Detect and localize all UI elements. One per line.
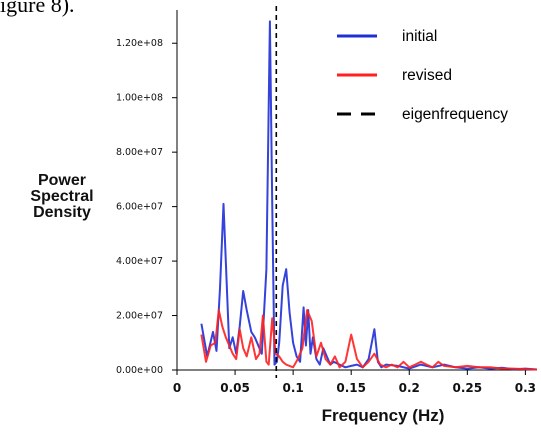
y-axis-label-line: Power [38,172,86,189]
caption-fragment: igure 8). [0,0,75,17]
y-axis-label-line: Spectral [30,188,93,205]
legend-label-revised: revised [402,67,452,84]
x-tick-label: 0.15 [336,381,366,395]
y-tick-label: 1.20e+08 [116,38,163,49]
x-tick-label: 0.2 [399,381,420,395]
y-tick-label: 1.00e+08 [116,93,163,104]
legend-label-initial: initial [402,28,437,45]
x-axis-label: Frequency (Hz) [322,406,445,425]
y-tick-label: 2.00e+07 [116,311,163,322]
y-tick-label: 6.00e+07 [116,202,163,213]
x-tick-label: 0.05 [220,381,250,395]
x-tick-label: 0.1 [282,381,303,395]
y-axis-label-line: Density [33,204,91,221]
y-tick-label: 4.00e+07 [116,256,163,267]
series-line-revised [200,309,538,371]
x-tick-label: 0.25 [453,381,483,395]
y-tick-label: 0.00e+00 [116,365,163,376]
series-line-initial [200,20,538,371]
legend-label-eigenfrequency: eigenfrequency [402,106,508,123]
x-tick-label: 0 [173,381,181,395]
y-tick-label: 8.00e+07 [116,147,163,158]
x-tick-label: 0.3 [515,381,536,395]
